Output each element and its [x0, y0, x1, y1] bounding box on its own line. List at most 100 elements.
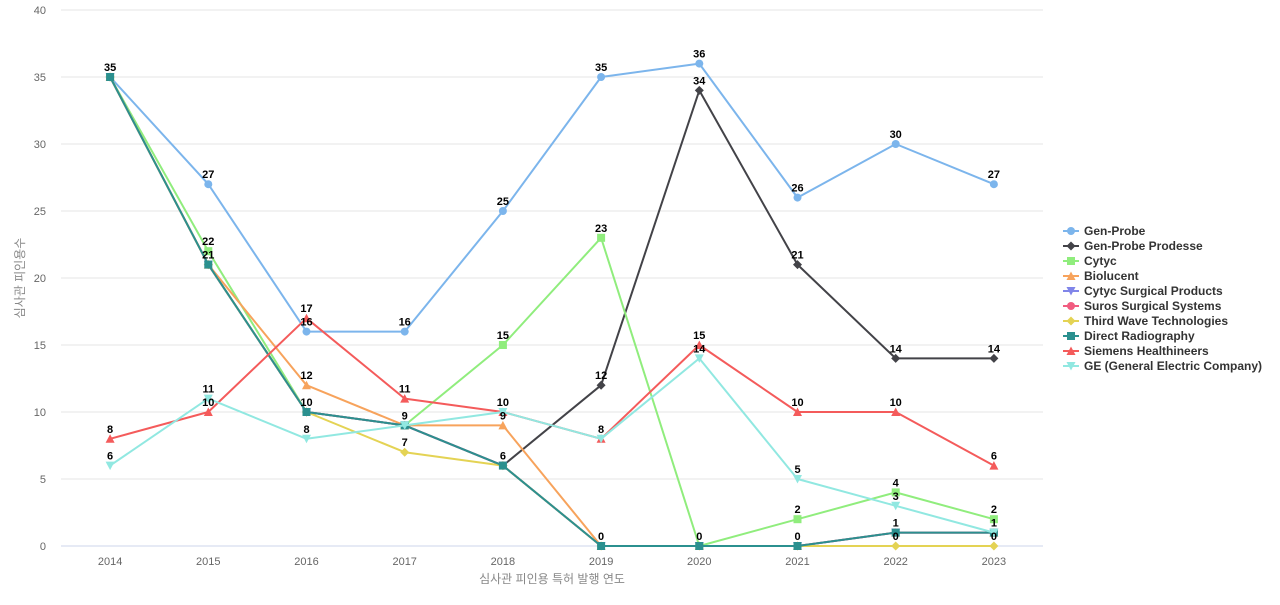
y-axis-ticks: 0 5 10 15 20 25 30 35 40	[34, 5, 46, 553]
data-point	[891, 140, 900, 148]
data-label: 0	[696, 531, 702, 543]
x-tick-label: 2019	[589, 556, 613, 568]
x-tick-label: 2017	[392, 556, 416, 568]
data-point	[793, 193, 802, 202]
data-label: 10	[890, 397, 902, 409]
legend-item-suros-surgical-systems[interactable]: Suros Surgical Systems	[1063, 299, 1222, 313]
data-point	[891, 353, 901, 363]
legend-label: Gen-Probe	[1084, 224, 1146, 238]
data-point	[989, 180, 998, 189]
legend-item-direct-radiography[interactable]: Direct Radiography	[1063, 329, 1195, 343]
data-label: 6	[991, 451, 997, 463]
data-label: 22	[202, 236, 214, 248]
series-line	[109, 76, 995, 467]
data-point	[400, 327, 409, 336]
data-point	[793, 475, 802, 484]
legend-label: Biolucent	[1084, 269, 1139, 283]
legend-item-ge-general-electric-company[interactable]: GE (General Electric Company)	[1063, 359, 1262, 373]
data-point	[793, 407, 802, 416]
data-label: 25	[497, 196, 509, 208]
data-label: 4	[893, 477, 900, 489]
data-labels: 3586272221111017161210816119725151096352…	[104, 49, 1001, 543]
legend-label: Cytyc Surgical Products	[1084, 284, 1223, 298]
series-lines	[105, 59, 999, 551]
legend-label: Gen-Probe Prodesse	[1084, 239, 1203, 253]
data-label: 36	[693, 49, 705, 61]
data-label: 0	[893, 531, 899, 543]
legend-label: GE (General Electric Company)	[1084, 359, 1262, 373]
data-label: 35	[595, 62, 607, 74]
series-line	[109, 62, 995, 333]
data-point	[694, 354, 704, 363]
legend-marker-icon	[1067, 257, 1075, 265]
data-label: 6	[107, 451, 113, 463]
data-label: 14	[890, 343, 903, 355]
series-siemens-healthineers	[105, 313, 999, 470]
data-point	[105, 461, 115, 471]
legend-item-siemens-healthineers[interactable]: Siemens Healthineers	[1063, 344, 1209, 358]
data-label: 15	[693, 330, 705, 342]
data-label: 10	[791, 397, 803, 409]
data-point	[498, 207, 507, 215]
legend-item-gen-probe[interactable]: Gen-Probe	[1063, 224, 1146, 238]
data-point	[891, 528, 900, 537]
legend-item-biolucent[interactable]: Biolucent	[1063, 269, 1139, 283]
data-point	[302, 327, 311, 336]
data-label: 6	[500, 451, 506, 463]
data-label: 1	[991, 518, 997, 530]
series-line	[109, 76, 995, 547]
series-line	[109, 76, 995, 547]
data-point	[989, 515, 998, 524]
y-tick-label: 15	[34, 340, 46, 352]
data-point	[793, 542, 802, 550]
series-line	[109, 76, 995, 547]
data-label: 9	[500, 410, 506, 422]
data-point	[891, 501, 901, 511]
legend-item-third-wave-technologies[interactable]: Third Wave Technologies	[1063, 314, 1228, 328]
series-line	[109, 76, 995, 547]
legend-item-gen-probe-prodesse[interactable]: Gen-Probe Prodesse	[1063, 239, 1203, 253]
data-label: 5	[794, 464, 800, 476]
series-line	[109, 317, 995, 467]
data-label: 12	[300, 370, 312, 382]
data-label: 27	[988, 169, 1000, 181]
data-point	[204, 180, 213, 189]
legend-label: Cytyc	[1084, 254, 1117, 268]
legend-marker-icon	[1067, 332, 1075, 340]
data-point	[302, 380, 311, 390]
data-label: 1	[893, 518, 899, 530]
legend-marker-icon	[1066, 241, 1076, 251]
data-label: 14	[988, 343, 1001, 355]
legend-label: Third Wave Technologies	[1084, 314, 1228, 328]
data-point	[793, 515, 802, 524]
x-axis-title: 심사관 피인용 특허 발행 연도	[479, 571, 625, 586]
legend-marker-icon	[1067, 227, 1075, 235]
legend-marker-icon	[1066, 271, 1076, 280]
data-point	[596, 380, 606, 390]
data-label: 21	[202, 250, 214, 262]
data-label: 16	[399, 317, 411, 329]
data-point	[498, 341, 507, 349]
legend-item-cytyc[interactable]: Cytyc	[1063, 254, 1117, 268]
data-point	[302, 313, 311, 323]
data-point	[498, 408, 508, 417]
data-label: 11	[399, 384, 411, 396]
x-tick-label: 2015	[196, 556, 220, 568]
data-point	[891, 407, 901, 416]
data-point	[203, 394, 213, 404]
data-point	[400, 394, 410, 403]
data-point	[694, 340, 704, 349]
legend-item-cytyc-surgical-products[interactable]: Cytyc Surgical Products	[1063, 284, 1223, 298]
data-point	[597, 542, 606, 550]
data-point	[596, 434, 606, 444]
series-gen-probe	[106, 59, 998, 336]
grid-lines	[61, 9, 1043, 547]
data-label: 16	[300, 317, 312, 329]
legend-marker-icon	[1066, 287, 1076, 296]
data-label: 9	[402, 410, 408, 422]
data-label: 8	[107, 424, 113, 436]
data-label: 10	[202, 397, 214, 409]
